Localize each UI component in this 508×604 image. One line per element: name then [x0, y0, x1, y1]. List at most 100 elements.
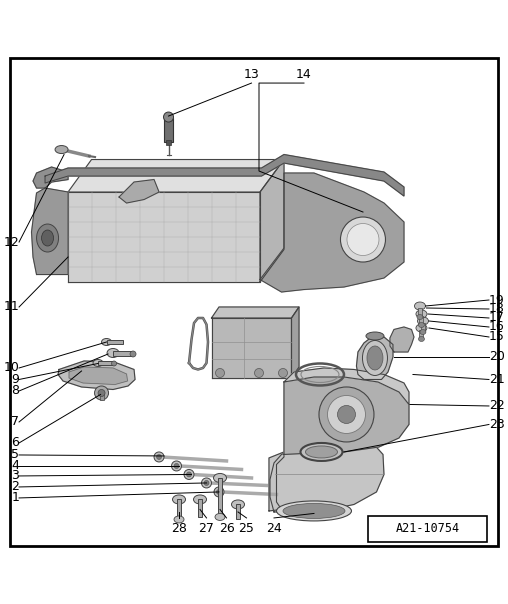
Ellipse shape	[174, 463, 179, 469]
Text: 27: 27	[199, 522, 214, 535]
Text: 16: 16	[489, 321, 504, 333]
Text: 22: 22	[489, 399, 504, 413]
Bar	[217, 478, 222, 517]
Ellipse shape	[305, 446, 337, 458]
Polygon shape	[33, 167, 68, 188]
Text: 13: 13	[244, 68, 260, 81]
Text: 2: 2	[11, 480, 19, 493]
Polygon shape	[211, 318, 292, 378]
Ellipse shape	[93, 359, 103, 367]
Ellipse shape	[154, 452, 164, 462]
Polygon shape	[292, 307, 299, 378]
Text: 15: 15	[489, 330, 505, 344]
Text: 21: 21	[489, 373, 504, 386]
Polygon shape	[270, 440, 384, 512]
Ellipse shape	[202, 478, 211, 488]
Text: 1: 1	[11, 492, 19, 504]
Polygon shape	[390, 327, 414, 352]
Ellipse shape	[340, 217, 386, 262]
Polygon shape	[69, 367, 128, 385]
Ellipse shape	[94, 386, 109, 400]
Bar	[98, 361, 114, 365]
Ellipse shape	[278, 368, 288, 378]
Ellipse shape	[112, 361, 116, 366]
Ellipse shape	[98, 390, 105, 396]
Ellipse shape	[156, 454, 162, 460]
Ellipse shape	[283, 504, 345, 518]
Bar	[368, 516, 487, 542]
Text: 24: 24	[266, 522, 282, 535]
Ellipse shape	[42, 230, 53, 246]
Ellipse shape	[55, 146, 68, 153]
Polygon shape	[284, 377, 409, 454]
Ellipse shape	[186, 472, 192, 477]
Ellipse shape	[415, 302, 426, 310]
Text: 3: 3	[11, 469, 19, 483]
Ellipse shape	[172, 461, 181, 471]
Text: 18: 18	[489, 303, 505, 315]
Text: 10: 10	[3, 361, 19, 374]
Polygon shape	[260, 159, 284, 282]
Ellipse shape	[419, 323, 425, 327]
Text: 6: 6	[11, 437, 19, 449]
Ellipse shape	[417, 315, 423, 320]
Ellipse shape	[367, 346, 383, 370]
Polygon shape	[68, 159, 284, 192]
Text: 20: 20	[489, 350, 505, 364]
Ellipse shape	[420, 330, 426, 335]
Bar	[100, 393, 104, 400]
Ellipse shape	[337, 405, 356, 423]
Text: 9: 9	[11, 373, 19, 386]
Text: A21-10754: A21-10754	[395, 522, 460, 535]
Text: 7: 7	[11, 416, 19, 428]
Bar	[176, 500, 181, 519]
Ellipse shape	[418, 317, 428, 325]
Bar	[113, 352, 133, 356]
Polygon shape	[211, 307, 299, 318]
Ellipse shape	[319, 387, 374, 442]
Bar	[421, 323, 425, 332]
Ellipse shape	[204, 480, 209, 486]
Ellipse shape	[164, 112, 174, 122]
Ellipse shape	[215, 368, 225, 378]
Polygon shape	[269, 452, 284, 511]
Ellipse shape	[214, 487, 224, 497]
Text: 8: 8	[11, 385, 19, 397]
Ellipse shape	[215, 513, 225, 521]
Ellipse shape	[328, 396, 365, 434]
Text: 11: 11	[4, 301, 19, 313]
Ellipse shape	[255, 368, 264, 378]
Ellipse shape	[184, 469, 194, 480]
Polygon shape	[119, 179, 159, 203]
Bar	[166, 140, 171, 144]
Polygon shape	[31, 188, 68, 274]
Ellipse shape	[213, 474, 227, 483]
Polygon shape	[68, 192, 260, 282]
Polygon shape	[45, 155, 404, 196]
Ellipse shape	[276, 501, 352, 521]
Text: 19: 19	[489, 294, 504, 306]
Ellipse shape	[347, 223, 379, 255]
Text: 23: 23	[489, 418, 504, 431]
Ellipse shape	[419, 336, 425, 341]
Ellipse shape	[102, 338, 112, 345]
Ellipse shape	[416, 310, 427, 318]
Bar	[236, 504, 240, 519]
Text: 17: 17	[489, 312, 505, 324]
Text: 26: 26	[218, 522, 234, 535]
Bar	[107, 341, 122, 344]
Polygon shape	[357, 336, 393, 379]
Ellipse shape	[174, 516, 184, 523]
Bar	[420, 316, 424, 325]
Ellipse shape	[363, 341, 388, 376]
Ellipse shape	[416, 324, 427, 332]
Ellipse shape	[366, 332, 384, 340]
Text: 12: 12	[4, 236, 19, 248]
Bar	[198, 500, 202, 517]
Ellipse shape	[173, 495, 185, 504]
Bar	[164, 118, 173, 142]
Ellipse shape	[216, 489, 221, 495]
Ellipse shape	[301, 443, 342, 461]
Polygon shape	[58, 361, 135, 390]
Ellipse shape	[194, 495, 207, 504]
